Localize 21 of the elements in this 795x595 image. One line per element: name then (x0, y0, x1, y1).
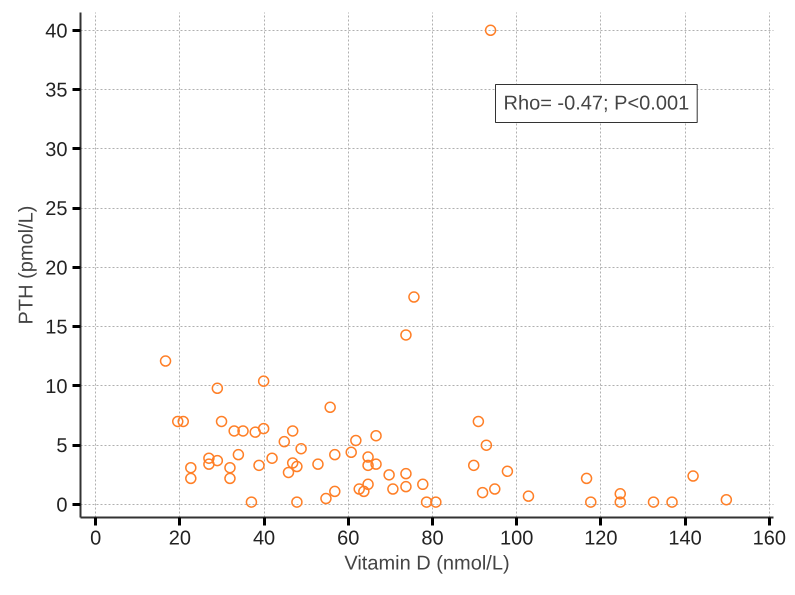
x-tick-label: 120 (584, 528, 618, 550)
x-tick-label: 60 (337, 528, 360, 550)
x-tick-label: 160 (752, 528, 786, 550)
y-axis-title: PTH (pmol/L) (15, 206, 38, 324)
y-tick-label: 20 (45, 257, 68, 280)
x-axis-title: Vitamin D (nmol/L) (344, 552, 510, 574)
y-tick-label: 30 (45, 138, 68, 161)
y-tick-label: 25 (45, 198, 68, 220)
y-tick-label: 5 (56, 435, 68, 458)
x-tick-label: 140 (668, 528, 702, 550)
y-tick-label: 40 (45, 20, 68, 42)
x-tick-label: 20 (168, 528, 191, 550)
annotation: Rho= -0.47; P<0.001 (504, 92, 690, 114)
y-tick-label: 35 (45, 80, 68, 102)
y-tick-label: 15 (45, 316, 68, 339)
x-tick-label: 40 (252, 528, 276, 550)
y-tick-label: 0 (56, 494, 68, 516)
x-tick-label: 80 (421, 528, 444, 550)
x-tick-label: 100 (500, 528, 534, 550)
y-tick-label: 10 (45, 376, 68, 398)
x-tick-label: 0 (90, 528, 102, 550)
